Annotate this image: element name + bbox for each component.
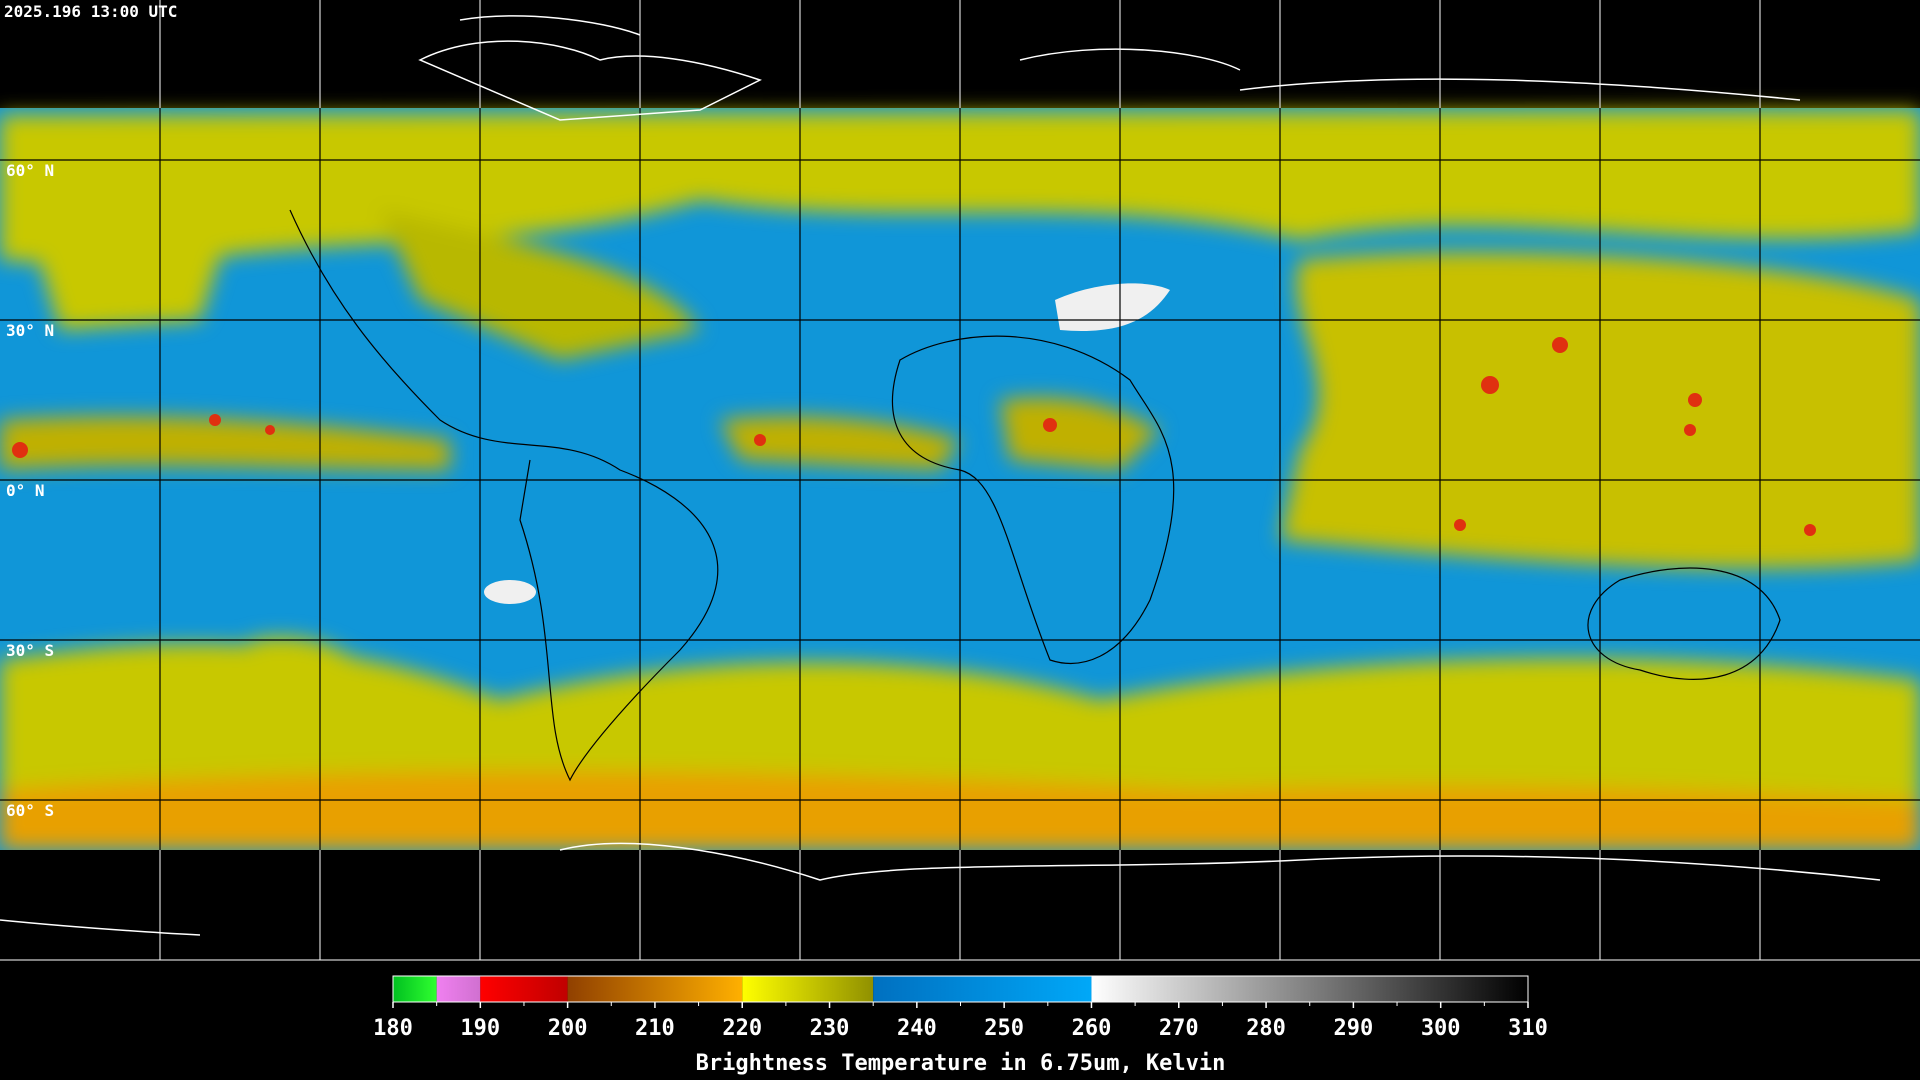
- colorbar-segment: [742, 976, 874, 1002]
- latitude-label: 0° N: [6, 481, 45, 500]
- latitude-label: 60° S: [6, 801, 54, 820]
- colorbar-tick-label: 310: [1508, 1016, 1548, 1041]
- colorbar-tick-label: 280: [1246, 1016, 1286, 1041]
- graticule: [0, 159, 1920, 801]
- colorbar-tick-label: 290: [1334, 1016, 1374, 1041]
- colorbar-segment: [1091, 976, 1528, 1002]
- colorbar-tick-label: 210: [635, 1016, 675, 1041]
- colorbar-tick-label: 220: [722, 1016, 762, 1041]
- colorbar-tick-label: 260: [1072, 1016, 1112, 1041]
- latitude-label: 30° S: [6, 641, 54, 660]
- colorbar-tick-label: 180: [373, 1016, 413, 1041]
- timestamp: 2025.196 13:00 UTC: [4, 2, 177, 21]
- colorbar-segment: [436, 976, 481, 1002]
- dry-patch: [1055, 283, 1170, 331]
- colorbar-tick-label: 250: [984, 1016, 1024, 1041]
- colorbar-segment: [567, 976, 743, 1002]
- colorbar-tick-label: 230: [810, 1016, 850, 1041]
- colorbar-title: Brightness Temperature in 6.75um, Kelvin: [696, 1051, 1226, 1076]
- colorbar: 180 190 200 210 220 230 240 250 260 270 280 290 300 3…: [373, 975, 1548, 1076]
- convection-cells: [12, 337, 1816, 536]
- colorbar-tick-label: 300: [1421, 1016, 1461, 1041]
- coastlines: [0, 15, 1881, 936]
- latitude-label: 30° N: [6, 321, 54, 340]
- latitude-label: 60° N: [6, 161, 54, 180]
- colorbar-segment: [393, 976, 437, 1002]
- colorbar-tick-label: 240: [897, 1016, 937, 1041]
- colorbar-tick-label: 200: [548, 1016, 588, 1041]
- colorbar-tick-label: 270: [1159, 1016, 1199, 1041]
- graticule-polar: [0, 0, 1920, 961]
- coastlines-dark: [289, 209, 1781, 782]
- dry-patch: [484, 580, 536, 604]
- colorbar-tick-label: 190: [460, 1016, 500, 1041]
- colorbar-segment: [480, 976, 568, 1002]
- latitude-labels: 60° N 30° N 0° N 30° S 60° S: [6, 161, 54, 820]
- colorbar-segment: [873, 976, 1092, 1002]
